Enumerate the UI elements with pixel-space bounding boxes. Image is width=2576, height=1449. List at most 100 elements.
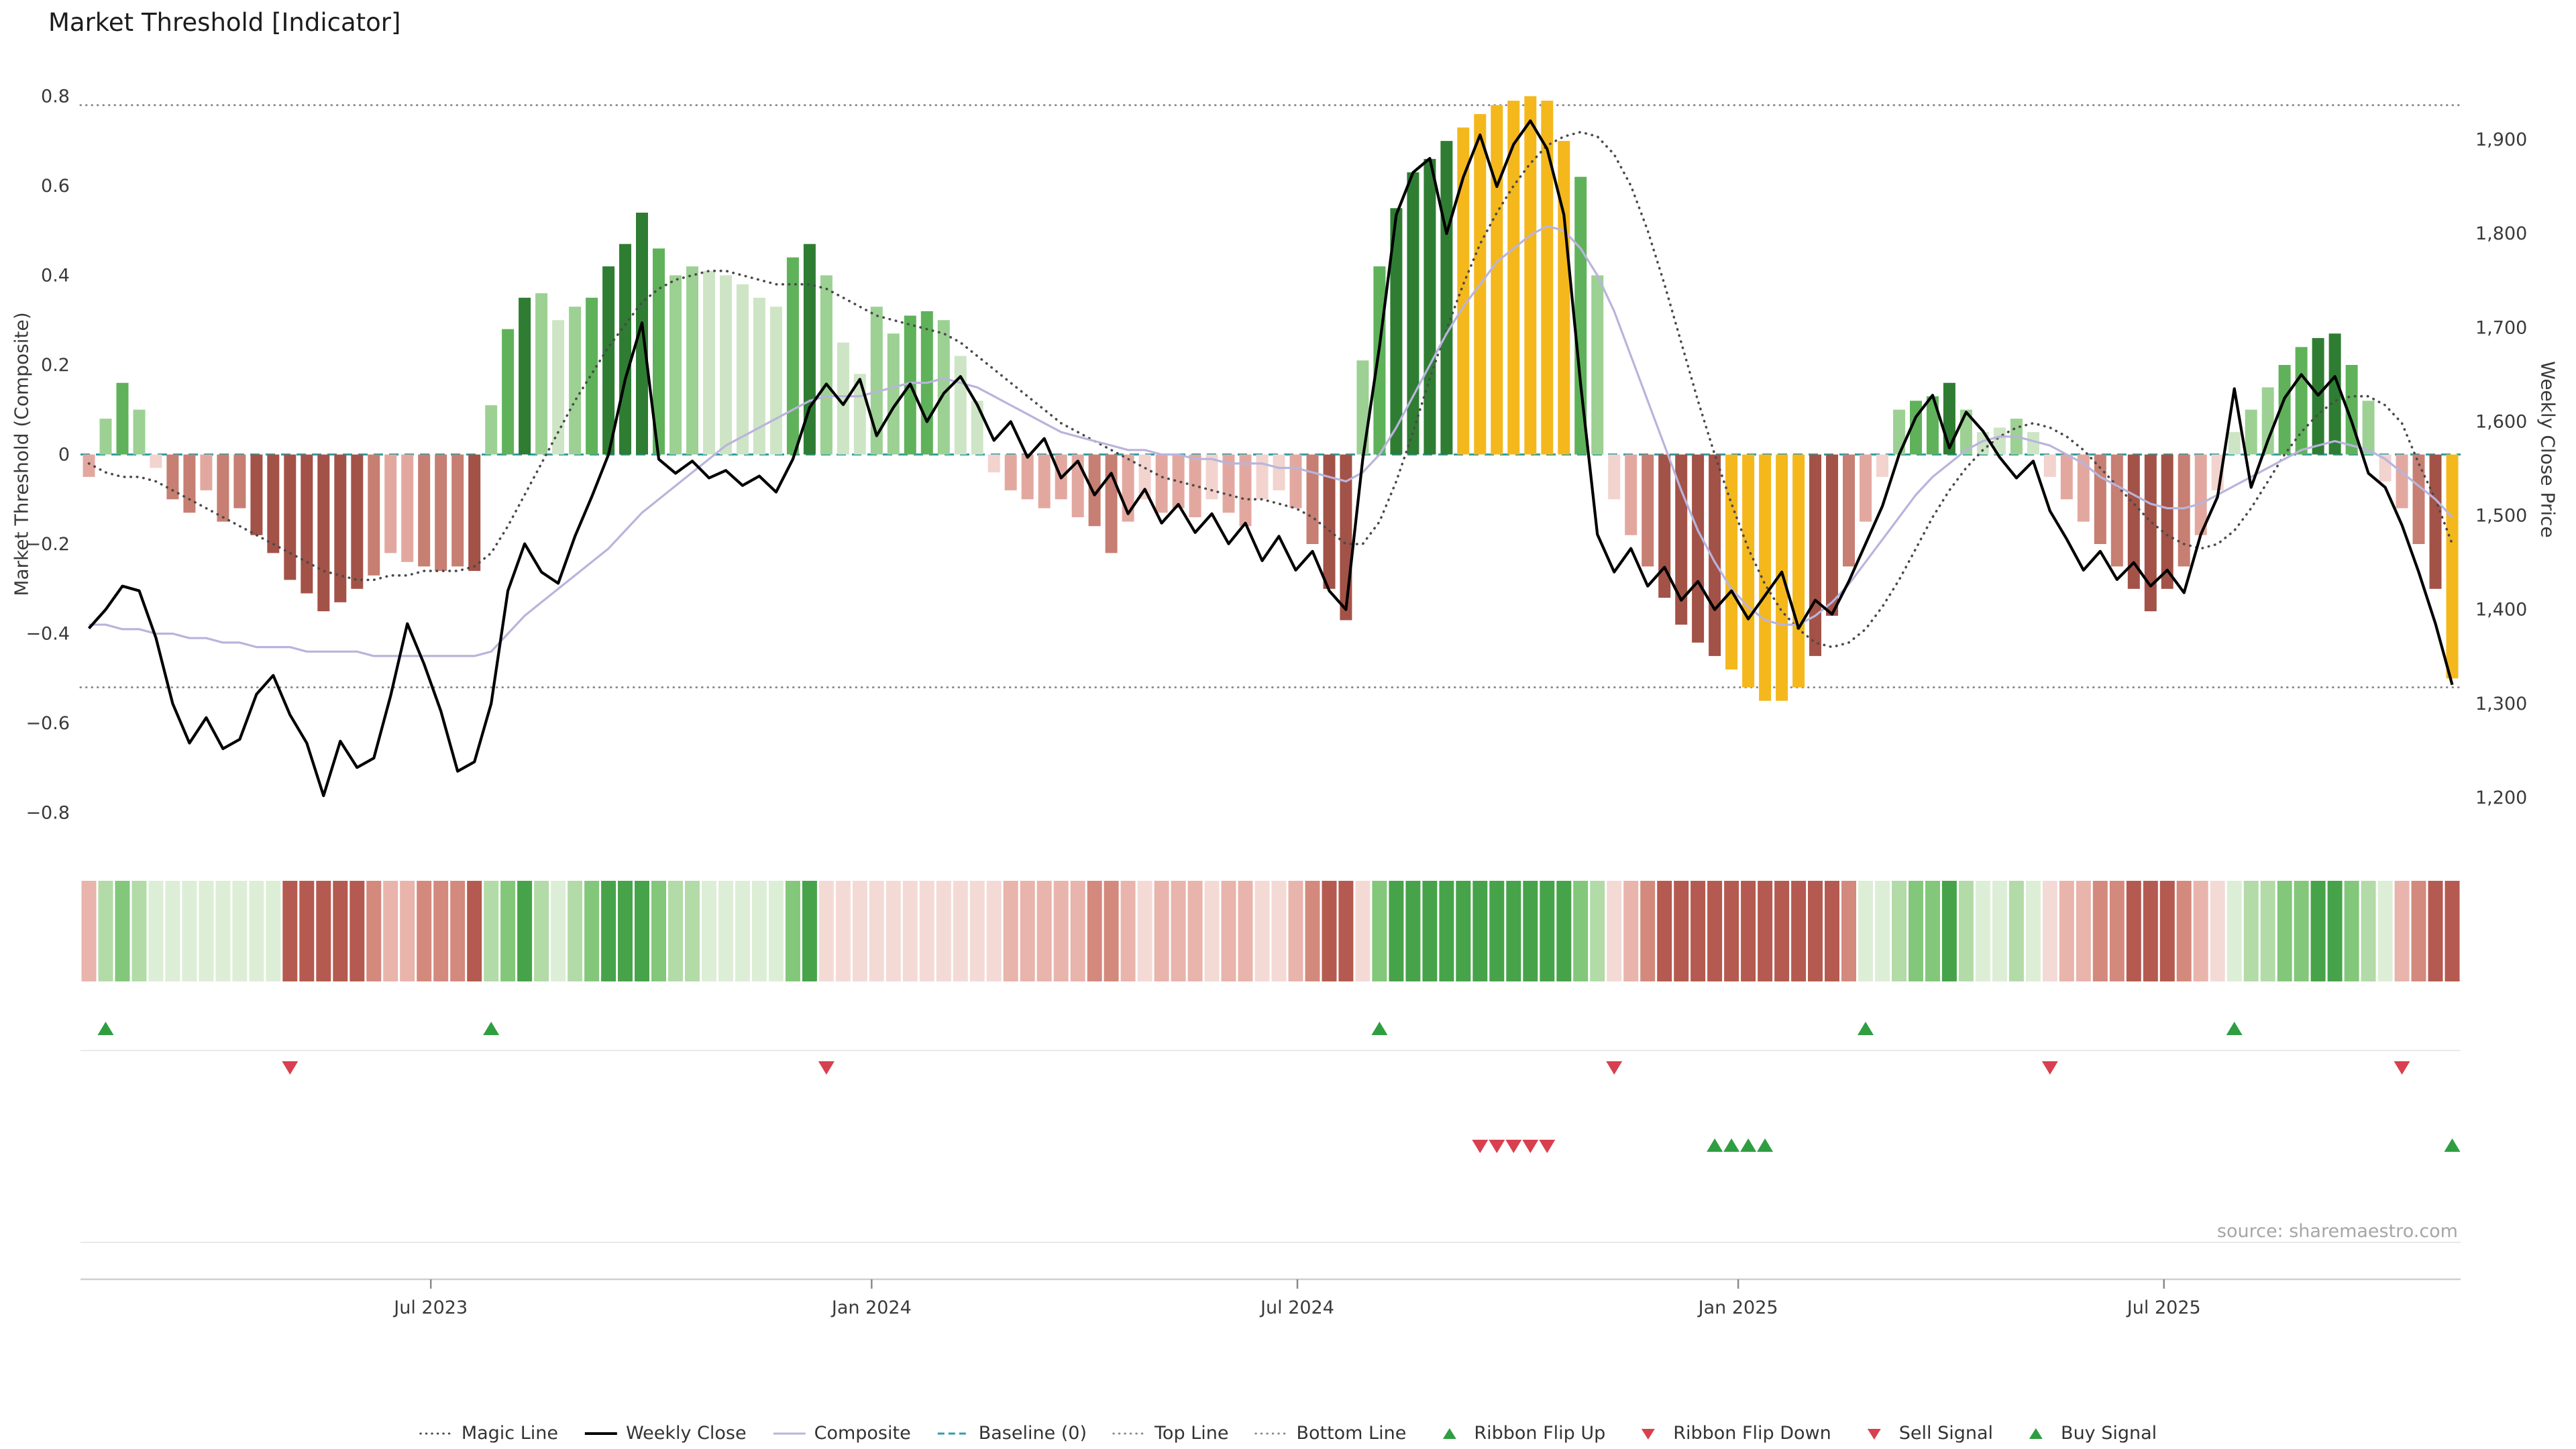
threshold-bar (351, 454, 364, 589)
ribbon-cell (2361, 881, 2376, 981)
threshold-bar (2396, 454, 2408, 508)
threshold-bar (1424, 158, 1436, 455)
ribbon-cell (1070, 881, 1085, 981)
ribbon-cell (1187, 881, 1203, 981)
ribbon-cell (1221, 881, 1236, 981)
buy-signal-marker (1723, 1138, 1740, 1152)
ribbon-cell (1992, 881, 2007, 981)
y-axis-right-tick: 1,200 (2475, 788, 2527, 808)
ribbon-flip-down-marker (2041, 1061, 2058, 1075)
ribbon-cell (1791, 881, 1807, 981)
ribbon-cell (685, 881, 700, 981)
threshold-bar (2228, 432, 2241, 455)
ribbon-cell (2025, 881, 2041, 981)
threshold-bar (669, 275, 682, 455)
buy-signal-marker (2444, 1138, 2461, 1152)
threshold-bar (2429, 454, 2442, 589)
legend-item-baseline-0-: Baseline (0) (936, 1423, 1087, 1444)
y-axis-left-tick: −0.2 (25, 534, 70, 555)
threshold-bar (703, 270, 715, 455)
x-axis-tick-label: Jan 2024 (830, 1297, 912, 1318)
threshold-bar (1893, 409, 1905, 455)
ribbon-cell (1925, 881, 1940, 981)
ribbon-cell (1271, 881, 1287, 981)
ribbon-cell (1204, 881, 1220, 981)
threshold-bar (2295, 347, 2308, 455)
threshold-bar (1759, 454, 1772, 701)
threshold-bar (2261, 387, 2274, 455)
threshold-bar (1273, 454, 1285, 490)
ribbon-cell (450, 881, 466, 981)
ribbon-cell (2076, 881, 2091, 981)
ribbon-cell (1975, 881, 1990, 981)
threshold-bar (217, 454, 229, 522)
ribbon-cell (601, 881, 616, 981)
legend-label: Weekly Close (626, 1423, 747, 1444)
threshold-bar (2027, 432, 2039, 455)
buy-signal-marker (1757, 1138, 1774, 1152)
legend-label: Ribbon Flip Up (1474, 1423, 1606, 1444)
threshold-bar (619, 244, 631, 455)
threshold-bar (519, 297, 531, 455)
threshold-bar (1591, 275, 1604, 455)
ribbon-cell (333, 881, 348, 981)
threshold-bar (2094, 454, 2106, 544)
weekly-close-line (87, 119, 2454, 798)
ribbon-flip-down-marker (2394, 1061, 2410, 1075)
y-axis-left-tick: 0.8 (41, 86, 70, 107)
ribbon-cell (651, 881, 666, 981)
threshold-bar (586, 297, 598, 455)
threshold-bar (1776, 454, 1788, 701)
threshold-bar (1038, 454, 1051, 508)
legend-item-bottom-line: Bottom Line (1254, 1423, 1406, 1444)
ribbon-strip (81, 881, 2460, 981)
ribbon-cell (182, 881, 197, 981)
x-axis-tick-label: Jul 2023 (392, 1297, 468, 1318)
ribbon-cell (1288, 881, 1303, 981)
ribbon-cell (249, 881, 264, 981)
ribbon-flip-down-marker (1606, 1061, 1623, 1075)
ribbon-cell (551, 881, 566, 981)
buy-signal-marker (1707, 1138, 1723, 1152)
threshold-bar (368, 454, 380, 576)
threshold-bar (451, 454, 464, 567)
sell-signal-marker (1539, 1140, 1556, 1153)
legend-line-swatch (1254, 1432, 1289, 1434)
threshold-bar (1926, 396, 1939, 455)
threshold-bar (1876, 454, 1888, 477)
ribbon-cell (1540, 881, 1555, 981)
threshold-bar (2043, 454, 2056, 477)
threshold-bar (384, 454, 397, 553)
ribbon-cell (1741, 881, 1756, 981)
buy-signal-marker (1740, 1138, 1757, 1152)
ribbon-cell (1305, 881, 1320, 981)
ribbon-cell (2226, 881, 2242, 981)
ribbon-cell (2428, 881, 2443, 981)
ribbon-cell (1422, 881, 1438, 981)
legend-item-weekly-close: Weekly Close (584, 1423, 747, 1444)
y-axis-left-tick: 0 (58, 445, 70, 466)
ribbon-cell (1322, 881, 1337, 981)
ribbon-cell (986, 881, 1002, 981)
threshold-bar (686, 266, 698, 455)
ribbon-cell (885, 881, 901, 981)
threshold-bar (233, 454, 246, 508)
ribbon-flip-up-marker (1858, 1022, 1874, 1035)
ribbon-flip-down-marker (282, 1061, 299, 1075)
ribbon-cell (1456, 881, 1471, 981)
y-axis-left-tick: 0.6 (41, 176, 70, 197)
triangle-up-icon (2029, 1428, 2043, 1439)
ribbon-cell (417, 881, 432, 981)
threshold-bar (1289, 454, 1302, 508)
ribbon-cell (1489, 881, 1505, 981)
ribbon-cell (215, 881, 231, 981)
ribbon-cell (1690, 881, 1706, 981)
ribbon-cell (2159, 881, 2175, 981)
ribbon-cell (1958, 881, 1974, 981)
threshold-bar (401, 454, 414, 562)
threshold-bar (166, 454, 179, 500)
threshold-bar (1625, 454, 1638, 535)
y-axis-right-tick: 1,600 (2475, 411, 2527, 432)
ribbon-cell (1674, 881, 1689, 981)
